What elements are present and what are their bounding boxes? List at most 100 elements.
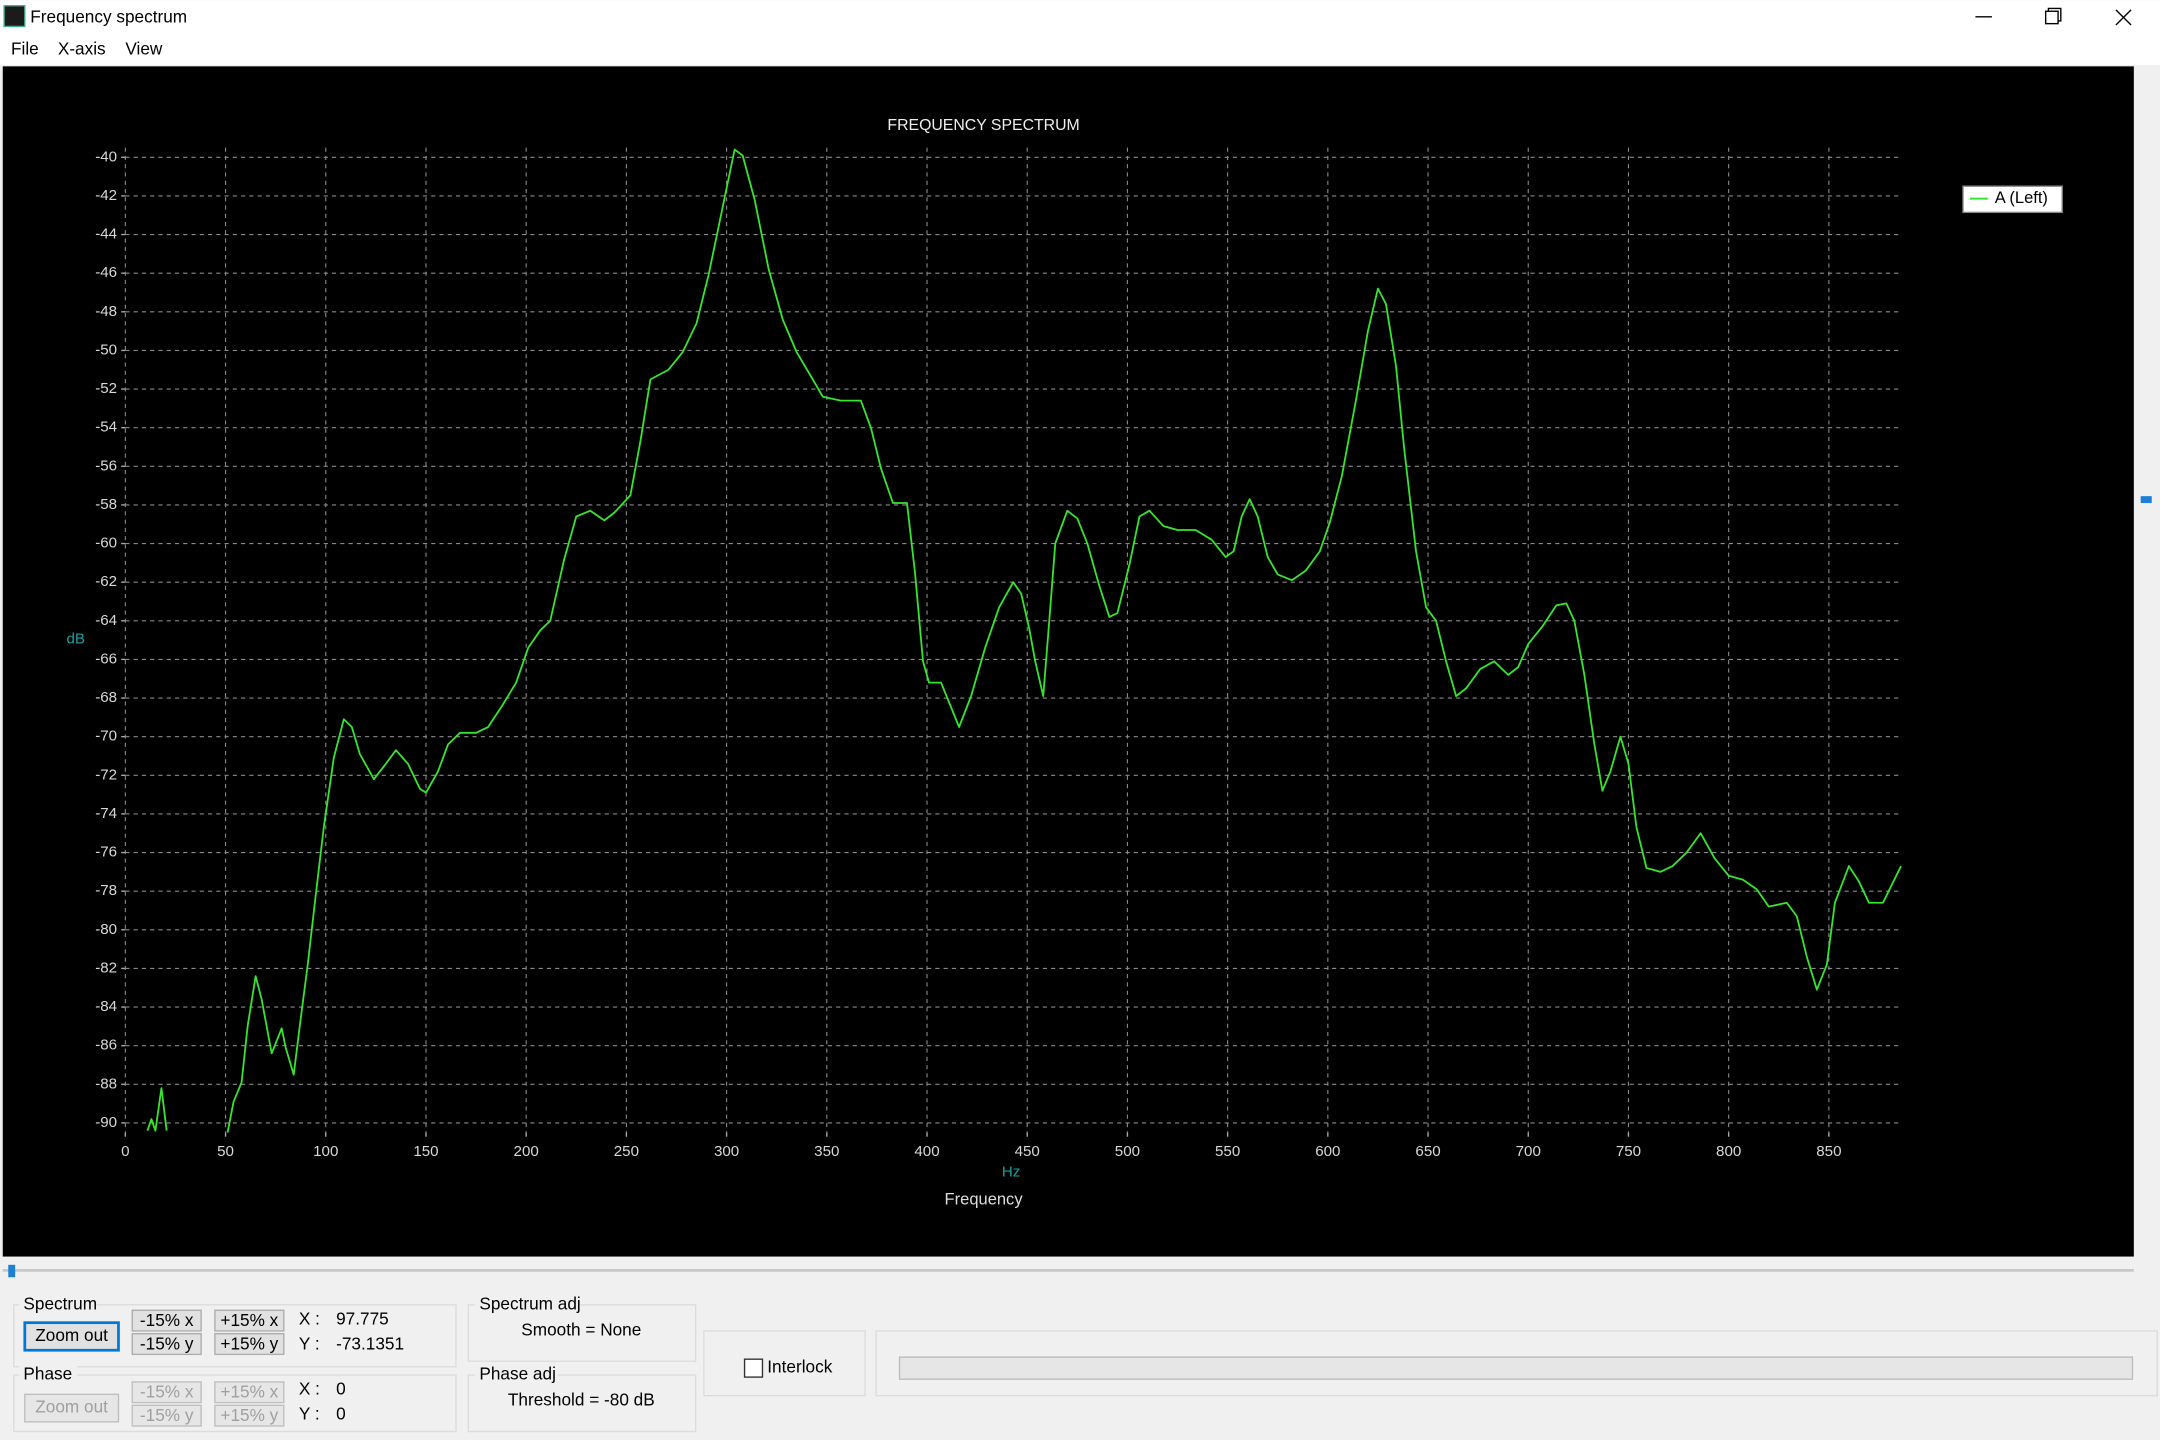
x-tick-label: 500 [1115,1143,1140,1160]
button [131,1404,202,1427]
button-label[interactable]: -15% x [140,1310,194,1330]
legend-bg [19,1365,78,1385]
zoom-out-button[interactable] [23,1321,120,1352]
group-title: Spectrum [23,1293,97,1313]
chart-area [2,66,2134,1257]
y-tick-label: -46 [95,264,117,281]
menu-bar [0,36,2160,65]
group-box [875,1330,2158,1397]
menu-item[interactable]: View [125,38,163,58]
x-value: 0 [336,1379,346,1399]
threshold-setting: Threshold = -80 dB [508,1390,655,1410]
group-box [13,1304,457,1368]
menu-item[interactable]: File [11,38,39,58]
button-label: -15% x [140,1381,194,1401]
y-label: Y : [299,1404,320,1424]
zoom-out-button [24,1393,120,1423]
x-tick-label: 0 [121,1143,129,1160]
button-label: +15% x [220,1381,278,1401]
y-tick-label: -56 [95,457,117,474]
button-label: +15% y [220,1405,278,1425]
legend-bg [475,1295,580,1315]
group-box [703,1330,866,1397]
legend-bg [475,1365,558,1385]
group-box [467,1374,697,1433]
smooth-setting: Smooth = None [521,1319,641,1339]
y-tick-label: -72 [95,766,117,783]
y-tick-label: -40 [95,148,117,165]
button[interactable] [131,1333,202,1356]
x-tick-label: 300 [714,1143,739,1160]
y-tick-label: -88 [95,1075,117,1092]
y-tick-label: -80 [95,921,117,938]
button-label[interactable]: -15% y [140,1333,194,1353]
y-tick-label: -50 [95,341,117,358]
restore-button[interactable] [2044,7,2062,25]
button[interactable] [214,1333,285,1356]
y-tick-label: -78 [95,882,117,899]
menu-item[interactable]: X-axis [58,38,106,58]
close-button[interactable] [2115,9,2132,26]
legend-bg [19,1295,97,1315]
window-title: Frequency spectrum [30,7,187,27]
y-tick-label: -86 [95,1037,117,1054]
x-unit: Hz [1002,1164,1021,1181]
button[interactable] [214,1309,285,1332]
x-tick-label: 450 [1015,1143,1040,1160]
y-tick-label: -74 [95,805,117,822]
y-tick-label: -54 [95,419,117,436]
button-label: -15% y [140,1405,194,1425]
scroll-thumb[interactable] [2140,496,2152,504]
x-tick-label: 600 [1315,1143,1340,1160]
y-tick-label: -48 [95,303,117,320]
x-value: 97.775 [336,1308,389,1328]
y-tick-label: -52 [95,380,117,397]
title-bar [0,0,2160,37]
checkbox[interactable] [743,1358,764,1378]
y-tick-label: -76 [95,844,117,861]
y-tick-label: -84 [95,998,117,1015]
checkbox-label[interactable]: Interlock [767,1357,832,1377]
button-label[interactable]: Zoom out [35,1325,108,1345]
spectrum-line [146,148,1902,1133]
app-icon [3,5,26,28]
group-title: Spectrum adj [479,1293,580,1313]
y-tick-label: -42 [95,187,117,204]
y-tick-label: -68 [95,689,117,706]
chart: FREQUENCY SPECTRUM dB Hz Frequency -40 -4… [66,117,2063,1208]
slider-thumb[interactable] [8,1264,16,1278]
x-label: X : [299,1379,320,1399]
x-tick-label: 650 [1415,1143,1440,1160]
group-title: Phase [23,1364,72,1384]
button-label[interactable]: +15% x [220,1310,278,1330]
x-tick-label: 50 [217,1143,234,1160]
y-label: Y : [299,1333,320,1353]
y-tick-label: -70 [95,728,117,745]
x-tick-label: 150 [413,1143,438,1160]
y-value: 0 [336,1404,346,1424]
x-tick-label: 800 [1716,1143,1741,1160]
x-tick-label: 250 [614,1143,639,1160]
y-tick-label: -44 [95,226,117,243]
x-tick-label: 850 [1816,1143,1841,1160]
button[interactable] [131,1309,202,1332]
y-tick-label: -58 [95,496,117,513]
button [214,1404,285,1427]
y-unit: dB [66,630,85,647]
x-tick-label: 700 [1516,1143,1541,1160]
x-tick-label: 200 [514,1143,539,1160]
x-tick-label: 400 [914,1143,939,1160]
y-tick-label: -60 [95,535,117,552]
scrollbar[interactable] [2135,66,2160,1257]
button-label[interactable]: +15% y [220,1333,278,1353]
x-label: X : [299,1308,320,1328]
y-value: -73.1351 [336,1333,404,1353]
button [131,1381,202,1404]
y-tick-label: -64 [95,612,117,629]
y-tick-label: -66 [95,650,117,667]
button-label: Zoom out [35,1397,108,1417]
y-tick-label: -62 [95,573,117,590]
progress-bar [898,1356,2134,1380]
